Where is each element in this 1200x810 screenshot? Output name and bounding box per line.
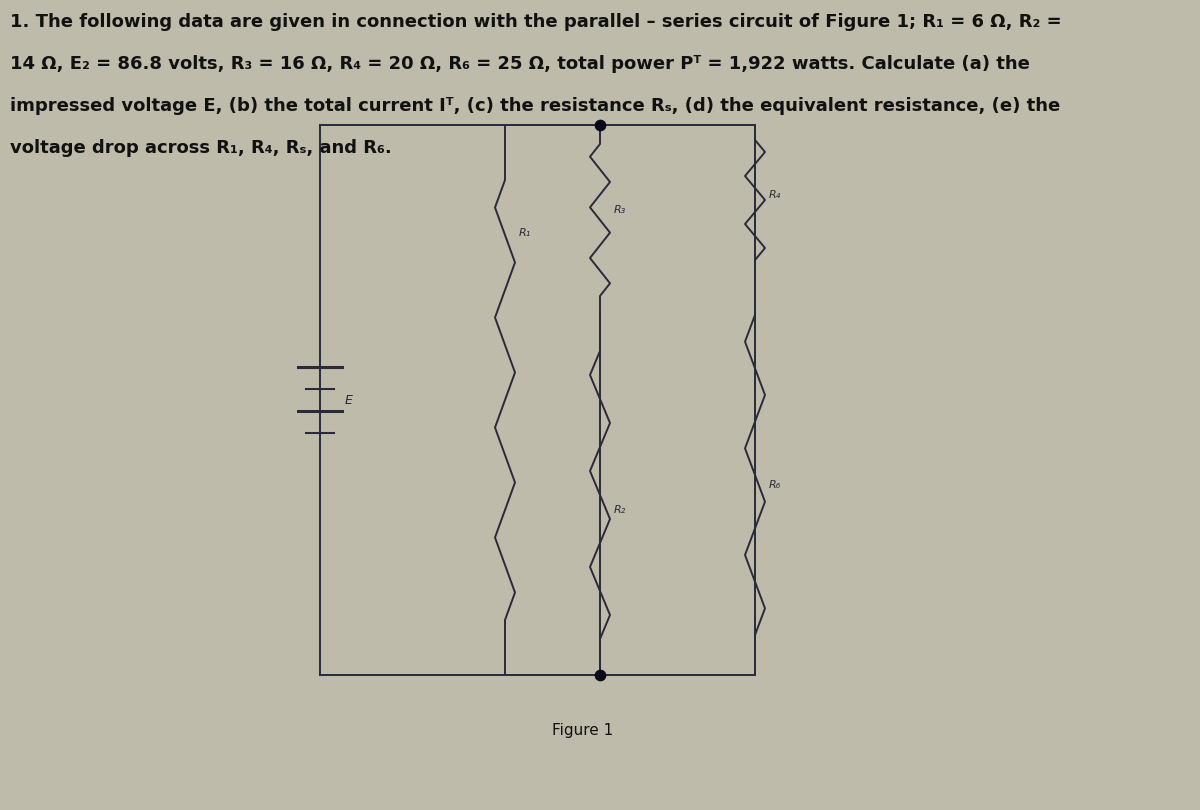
Text: impressed voltage E, (b) the total current Iᵀ, (c) the resistance Rₛ, (d) the eq: impressed voltage E, (b) the total curre…: [10, 97, 1061, 115]
Point: [590, 118, 610, 131]
Text: 14 Ω, E₂ = 86.8 volts, R₃ = 16 Ω, R₄ = 20 Ω, R₆ = 25 Ω, total power Pᵀ = 1,922 w: 14 Ω, E₂ = 86.8 volts, R₃ = 16 Ω, R₄ = 2…: [10, 55, 1030, 73]
Text: E: E: [346, 394, 353, 407]
Text: 1. The following data are given in connection with the parallel – series circuit: 1. The following data are given in conne…: [10, 13, 1062, 31]
Text: R₃: R₃: [614, 205, 626, 215]
Text: Figure 1: Figure 1: [552, 723, 613, 737]
Text: R₆: R₆: [769, 480, 781, 490]
Text: R₂: R₂: [614, 505, 626, 515]
Point: [590, 668, 610, 681]
Text: R₁: R₁: [520, 228, 532, 237]
Text: voltage drop across R₁, R₄, Rₛ, and R₆.: voltage drop across R₁, R₄, Rₛ, and R₆.: [10, 139, 391, 157]
Text: R₄: R₄: [769, 190, 781, 200]
